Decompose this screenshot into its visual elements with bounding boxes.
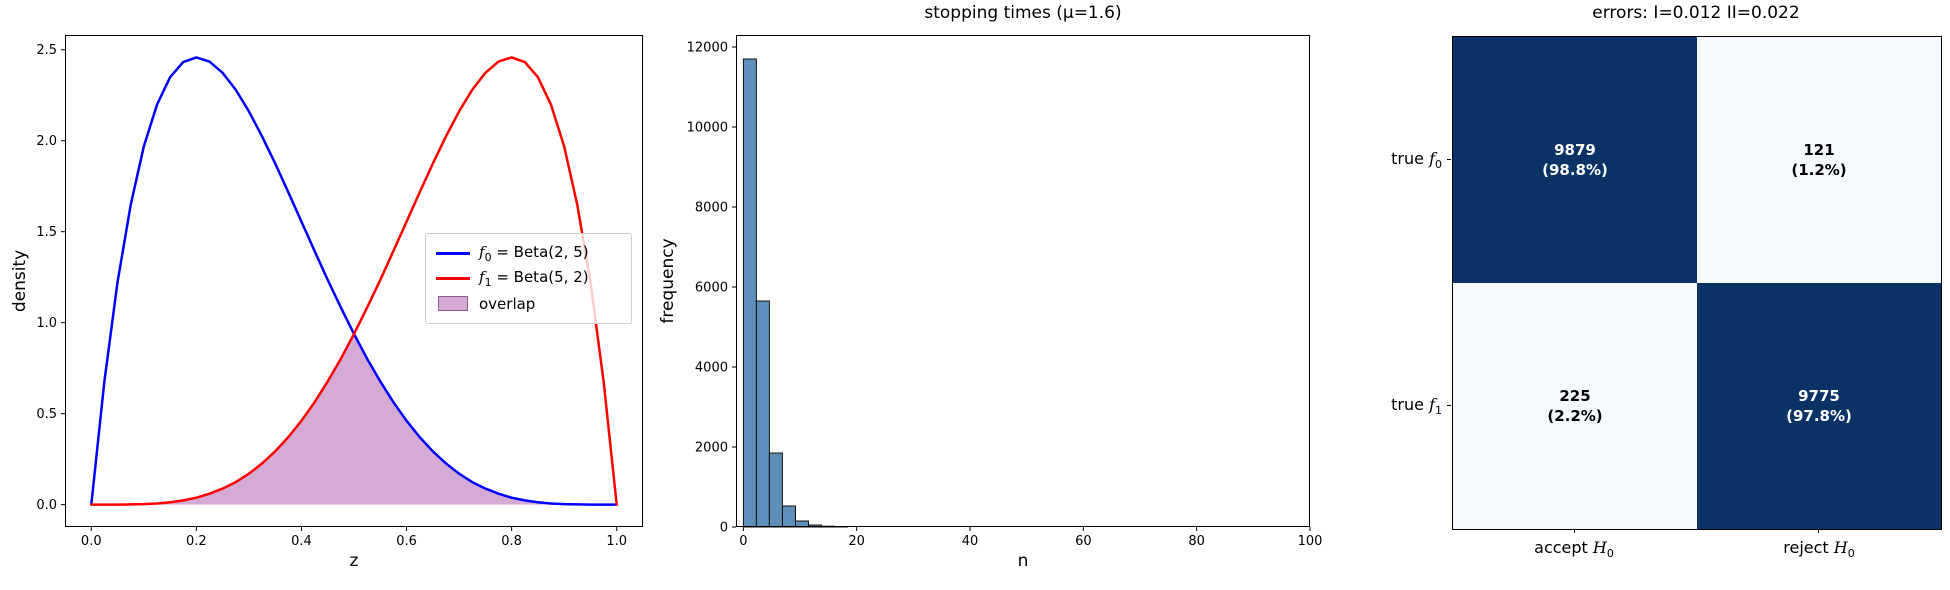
svg-text:60: 60: [1075, 534, 1092, 549]
legend-overlap-swatch: [438, 296, 468, 311]
svg-text:1.5: 1.5: [36, 225, 57, 240]
svg-text:0.6: 0.6: [396, 534, 417, 549]
svg-text:0.8: 0.8: [501, 534, 522, 549]
col-tick-reject: [1818, 529, 1819, 533]
row-label-true-f1: true f1: [1391, 395, 1442, 418]
svg-text:0.0: 0.0: [36, 498, 57, 513]
row-label-true-f0: true f0: [1391, 149, 1442, 172]
legend-label-f0: f0 = Beta(2, 5): [479, 243, 589, 264]
svg-text:0.2: 0.2: [186, 534, 207, 549]
beta-densities-axes: 0.0 0.2 0.4 0.6 0.8 1.0 0.0 0.5 1.0 1.5 2.0 2.5: [36, 35, 643, 549]
row-tick-f0: [1447, 159, 1451, 160]
col-label-reject-h0: reject H0: [1783, 538, 1855, 561]
stopping-times-axes: 0 20 40 60 80 100 0 2000 4000 6000 8000 10000 12000: [687, 35, 1322, 549]
legend-label-f1: f1 = Beta(5, 2): [479, 268, 589, 289]
svg-text:10000: 10000: [687, 121, 728, 136]
svg-text:0.4: 0.4: [291, 534, 312, 549]
legend-item-f1: f1 = Beta(5, 2): [436, 266, 621, 291]
row-tick-f1: [1447, 405, 1451, 406]
histogram-title: stopping times (μ=1.6): [924, 3, 1122, 23]
svg-text:0: 0: [720, 521, 728, 536]
cell-true-f1-accept: 225 (2.2%): [1453, 283, 1697, 529]
col-label-accept-h0: accept H0: [1534, 538, 1614, 561]
cell-true-f0-accept: 9879 (98.8%): [1453, 37, 1697, 283]
confusion-matrix: 9879 (98.8%) 121 (1.2%) 225 (2.2%) 9775 (97.…: [1452, 36, 1942, 530]
svg-text:100: 100: [1298, 534, 1323, 549]
svg-text:4000: 4000: [695, 361, 728, 376]
svg-text:2.5: 2.5: [36, 43, 57, 58]
cell-true-f1-reject: 9775 (97.8%): [1697, 283, 1941, 529]
svg-text:12000: 12000: [687, 41, 728, 56]
y-axis-label-density: density: [10, 249, 30, 313]
svg-text:8000: 8000: [695, 201, 728, 216]
svg-text:40: 40: [962, 534, 979, 549]
svg-text:2000: 2000: [695, 441, 728, 456]
legend-line-f1-swatch: [436, 277, 470, 280]
confusion-matrix-title: errors: I=0.012 II=0.022: [1592, 3, 1800, 23]
legend: f0 = Beta(2, 5) f1 = Beta(5, 2) overlap: [425, 233, 632, 324]
svg-text:80: 80: [1188, 534, 1205, 549]
svg-text:2.0: 2.0: [36, 134, 57, 149]
y-axis-label-frequency: frequency: [658, 238, 678, 324]
svg-text:20: 20: [848, 534, 865, 549]
svg-text:0: 0: [739, 534, 747, 549]
svg-text:1.0: 1.0: [36, 316, 57, 331]
svg-text:6000: 6000: [695, 281, 728, 296]
legend-line-f0-swatch: [436, 252, 470, 255]
svg-text:1.0: 1.0: [606, 534, 627, 549]
col-tick-accept: [1574, 529, 1575, 533]
x-axis-label-z: z: [349, 551, 359, 571]
x-axis-label-n: n: [1017, 551, 1029, 571]
legend-item-f0: f0 = Beta(2, 5): [436, 241, 621, 266]
legend-label-overlap: overlap: [479, 294, 536, 313]
svg-text:0.5: 0.5: [36, 407, 57, 422]
legend-item-overlap: overlap: [436, 291, 621, 316]
cell-true-f0-reject: 121 (1.2%): [1697, 37, 1941, 283]
svg-text:0.0: 0.0: [81, 534, 102, 549]
